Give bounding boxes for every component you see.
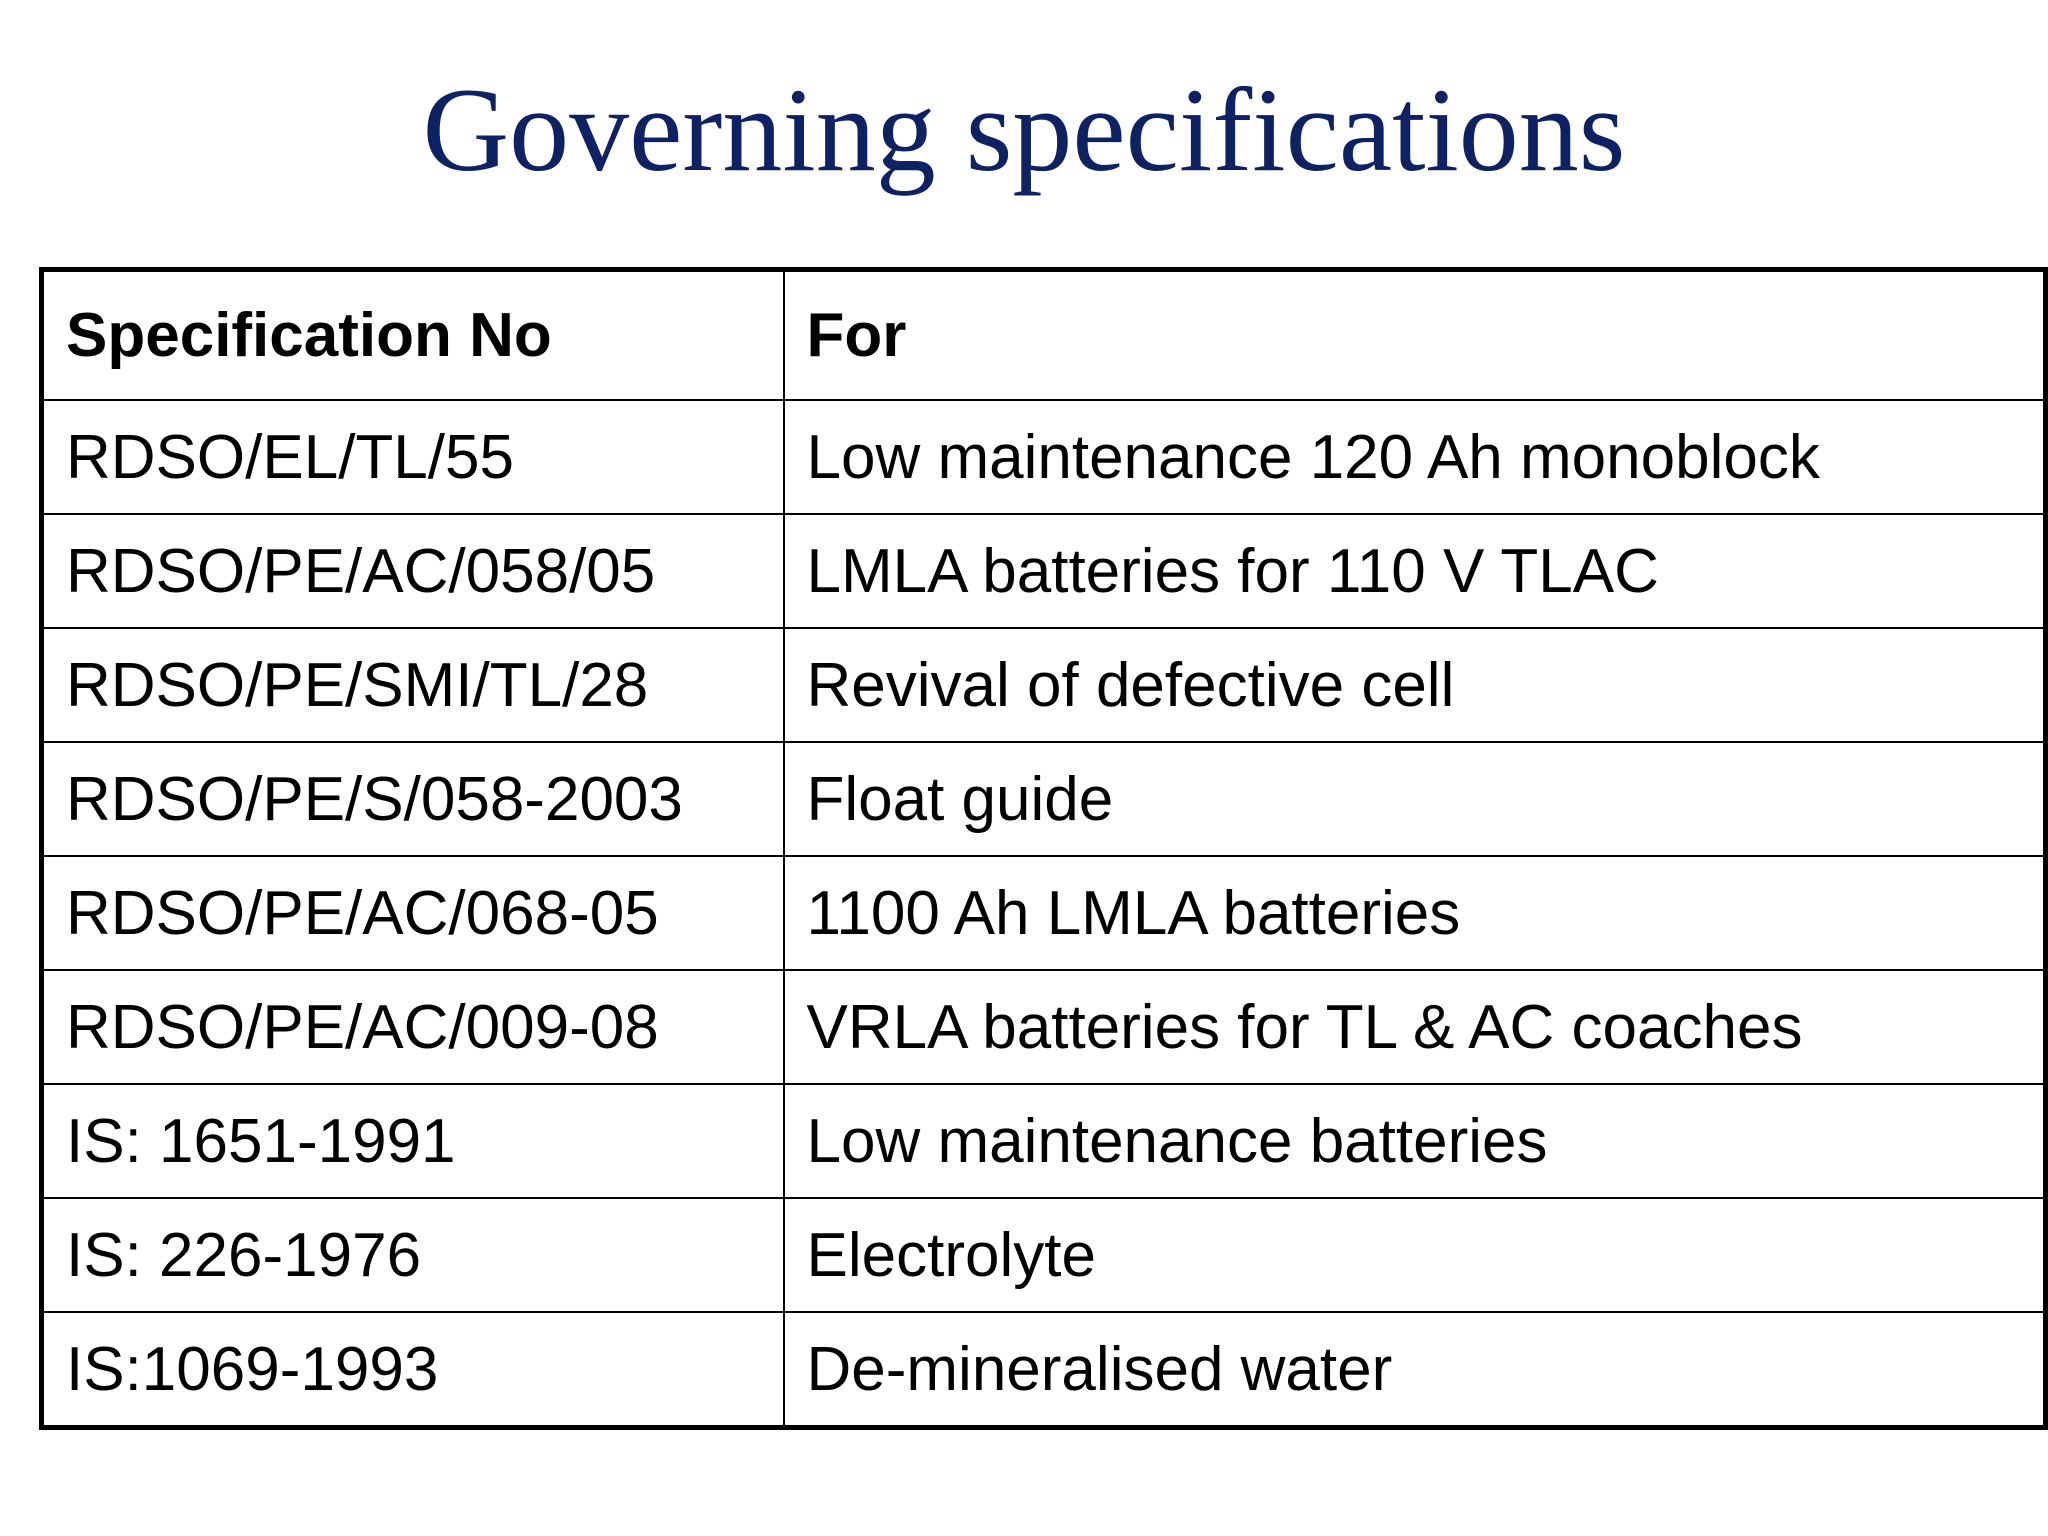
table-row: RDSO/PE/AC/058/05 LMLA batteries for 110 … — [40, 513, 2047, 629]
table-row: IS:1069-1993 De-mineralised water — [40, 1311, 2047, 1429]
table-cell: Low maintenance batteries — [782, 1083, 2047, 1199]
table-cell: LMLA batteries for 110 V TLAC — [782, 513, 2047, 629]
header-cell: For — [782, 268, 2047, 401]
table-cell: IS: 1651-1991 — [40, 1083, 785, 1199]
table-cell: RDSO/PE/AC/068-05 — [40, 855, 785, 971]
table-cell: 1100 Ah LMLA batteries — [782, 855, 2047, 971]
table-cell: RDSO/PE/AC/058/05 — [40, 513, 785, 629]
table-cell: RDSO/EL/TL/55 — [40, 399, 785, 515]
table-cell: VRLA batteries for TL & AC coaches — [782, 969, 2047, 1085]
table-row: RDSO/EL/TL/55 Low maintenance 120 Ah mono… — [40, 399, 2047, 515]
table-row: RDSO/PE/S/058-2003 Float guide — [40, 741, 2047, 857]
table-row: RDSO/PE/AC/009-08 VRLA batteries for TL &… — [40, 969, 2047, 1085]
table-cell: RDSO/PE/SMI/TL/28 — [40, 627, 785, 743]
table-cell: IS:1069-1993 — [40, 1311, 785, 1429]
table-row: RDSO/PE/SMI/TL/28 Revival of defective ce… — [40, 627, 2047, 743]
table-cell: RDSO/PE/AC/009-08 — [40, 969, 785, 1085]
table-cell: IS: 226-1976 — [40, 1197, 785, 1313]
slide-title: Governing specifications — [422, 63, 1626, 196]
table-row: IS: 1651-1991 Low maintenance batteries — [40, 1083, 2047, 1199]
table-cell: Float guide — [782, 741, 2047, 857]
table-cell: Electrolyte — [782, 1197, 2047, 1313]
table-row: RDSO/PE/AC/068-05 1100 Ah LMLA batteries — [40, 855, 2047, 971]
table-cell: Revival of defective cell — [782, 627, 2047, 743]
table-row: IS: 226-1976 Electrolyte — [40, 1197, 2047, 1313]
table-cell: Low maintenance 120 Ah monoblock — [782, 399, 2047, 515]
header-cell: Specification No — [40, 268, 785, 401]
header-row: Specification No For — [40, 268, 2047, 401]
table-cell: De-mineralised water — [782, 1311, 2047, 1429]
table-cell: RDSO/PE/S/058-2003 — [40, 741, 785, 857]
spec-table: Specification No For RDSO/EL/TL/55 Low mai… — [39, 267, 2048, 1430]
